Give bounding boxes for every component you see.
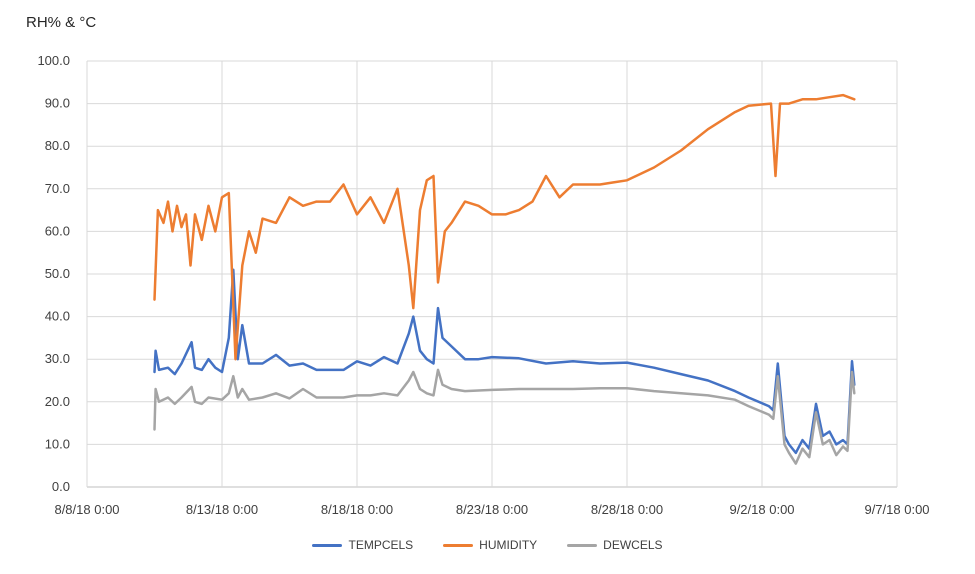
- legend: TEMPCELS HUMIDITY DEWCELS: [0, 538, 975, 552]
- legend-swatch-tempcels: [312, 543, 343, 547]
- legend-label-dewcels: DEWCELS: [603, 538, 663, 552]
- y-tick-label: 20.0: [45, 394, 70, 409]
- y-tick-label: 50.0: [45, 266, 70, 281]
- series-line-humidity: [153, 93, 856, 361]
- y-tick-label: 30.0: [45, 351, 70, 366]
- legend-item-humidity: HUMIDITY: [443, 538, 537, 552]
- y-tick-label: 70.0: [45, 181, 70, 196]
- legend-label-tempcels: TEMPCELS: [348, 538, 414, 552]
- legend-swatch-humidity: [443, 543, 474, 547]
- legend-item-tempcels: TEMPCELS: [312, 538, 413, 552]
- y-tick-label: 80.0: [45, 138, 70, 153]
- x-tick-label: 8/13/18 0:00: [186, 502, 258, 517]
- y-axis-label: RH% & °C: [26, 14, 97, 31]
- legend-item-dewcels: DEWCELS: [567, 538, 663, 552]
- y-tick-label: 40.0: [45, 309, 70, 324]
- y-tick-label: 90.0: [45, 96, 70, 111]
- y-tick-label: 0.0: [52, 479, 70, 494]
- legend-swatch-dewcels: [567, 543, 598, 547]
- y-tick-label: 10.0: [45, 436, 70, 451]
- series-line-dewcels: [153, 368, 856, 465]
- legend-label-humidity: HUMIDITY: [479, 538, 538, 552]
- y-tick-label: 60.0: [45, 223, 70, 238]
- x-tick-label: 8/28/18 0:00: [591, 502, 663, 517]
- y-tick-label: 100.0: [37, 53, 70, 68]
- x-tick-label: 9/2/18 0:00: [729, 502, 794, 517]
- x-tick-label: 8/23/18 0:00: [456, 502, 528, 517]
- series-line-tempcels: [153, 268, 856, 455]
- x-tick-label: 9/7/18 0:00: [864, 502, 929, 517]
- x-tick-label: 8/18/18 0:00: [321, 502, 393, 517]
- x-tick-label: 8/8/18 0:00: [54, 502, 119, 517]
